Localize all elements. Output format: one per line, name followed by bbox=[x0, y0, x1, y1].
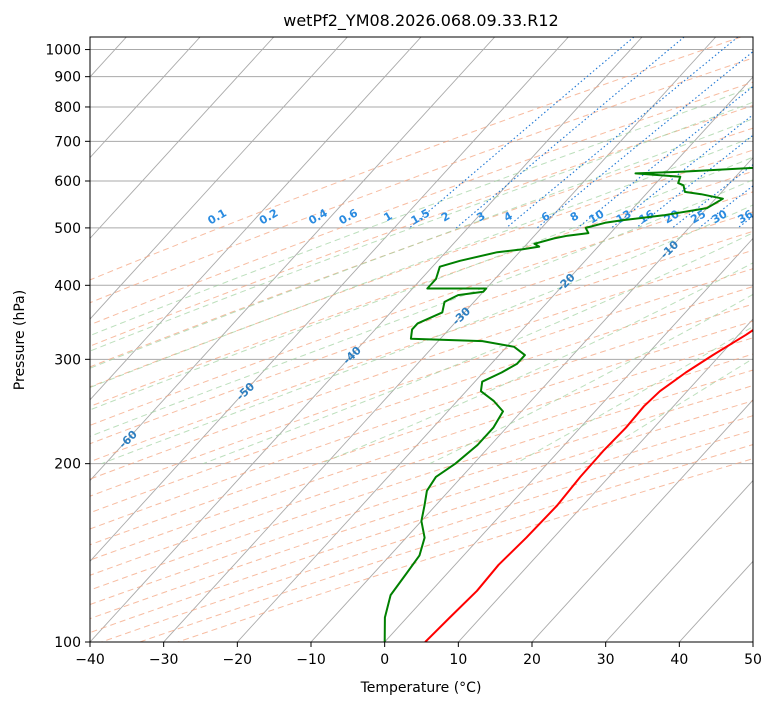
dry-adiabat-line bbox=[90, 211, 753, 445]
dry-adiabat-line bbox=[90, 353, 753, 576]
isotherm-line bbox=[90, 37, 422, 401]
isotherm-line bbox=[237, 76, 753, 642]
mixing-ratio-line bbox=[505, 37, 739, 229]
x-tick-label: 0 bbox=[380, 652, 389, 668]
dry-adiabat-line bbox=[90, 369, 753, 591]
dry-adiabat-line bbox=[90, 127, 753, 368]
moist-adiabat-line bbox=[90, 101, 753, 352]
moist-adiabat-line bbox=[429, 293, 753, 465]
isotherm-line bbox=[90, 37, 348, 320]
isotherm-line bbox=[531, 399, 753, 642]
isotherm-line bbox=[90, 37, 201, 159]
isotherm-line bbox=[90, 37, 569, 562]
mixing-ratio-line bbox=[409, 37, 635, 229]
dry-adiabat-line bbox=[90, 268, 753, 497]
dry-adiabat-line bbox=[90, 320, 753, 546]
mixing-ratio-line bbox=[536, 50, 753, 229]
y-tick-label: 900 bbox=[54, 70, 81, 86]
x-tick-label: −10 bbox=[296, 652, 326, 668]
dry-adiabat-line bbox=[90, 249, 753, 480]
dewpoint-profile-line bbox=[383, 166, 753, 642]
x-tick-label: 20 bbox=[523, 652, 541, 668]
y-tick-label: 300 bbox=[54, 352, 81, 368]
isotherm-line bbox=[90, 37, 275, 240]
moist-adiabat-line bbox=[90, 118, 753, 369]
plot-frame bbox=[89, 36, 754, 643]
x-tick-label: 40 bbox=[670, 652, 688, 668]
moist-adiabat-line bbox=[202, 232, 753, 465]
y-tick-label: 800 bbox=[54, 100, 81, 116]
y-tick-label: 1000 bbox=[45, 43, 81, 59]
isotherm-line bbox=[605, 479, 753, 642]
x-tick-label: −40 bbox=[75, 652, 105, 668]
isotherm-line bbox=[458, 318, 753, 642]
x-axis-label: Temperature (°C) bbox=[360, 680, 482, 696]
dry-adiabat-line bbox=[90, 37, 742, 281]
dry-adiabat-line bbox=[90, 149, 753, 388]
isotherm-line bbox=[384, 237, 753, 642]
moist-adiabat-line bbox=[90, 136, 753, 389]
mixing-ratio-line bbox=[455, 37, 685, 229]
y-tick-label: 200 bbox=[54, 457, 81, 473]
y-tick-label: 600 bbox=[54, 174, 81, 190]
x-tick-label: −30 bbox=[149, 652, 179, 668]
moist-adiabat-line bbox=[90, 86, 753, 337]
x-tick-label: 10 bbox=[449, 652, 467, 668]
dry-adiabat-line bbox=[90, 303, 753, 530]
x-tick-label: −20 bbox=[223, 652, 253, 668]
mixing-ratio-label: 36 bbox=[735, 207, 755, 226]
isotherm-line bbox=[90, 37, 643, 642]
profiles bbox=[383, 166, 753, 642]
mixing-ratio-line bbox=[611, 114, 753, 229]
y-axis-label: Pressure (hPa) bbox=[12, 290, 28, 390]
chart-title: wetPf2_YM08.2026.068.09.33.R12 bbox=[283, 11, 558, 31]
isotherm-line bbox=[90, 37, 496, 482]
mixing-ratio-line bbox=[577, 85, 753, 229]
mixing-ratio-line bbox=[672, 163, 753, 229]
y-tick-label: 100 bbox=[54, 635, 81, 651]
y-axis: 100 200 300 400 500 600 700 800 900 1000 bbox=[45, 43, 90, 651]
temperature-profile-line bbox=[424, 328, 753, 642]
x-axis: −40 −30 −20 −10 0 10 20 30 40 50 bbox=[75, 642, 762, 668]
y-tick-label: 700 bbox=[54, 134, 81, 150]
moist-adiabat-line bbox=[320, 262, 753, 465]
y-tick-label: 500 bbox=[54, 221, 81, 237]
dry-adiabat-line bbox=[90, 57, 753, 304]
y-tick-label: 400 bbox=[54, 278, 81, 294]
x-tick-label: 50 bbox=[744, 652, 762, 668]
x-tick-label: 30 bbox=[597, 652, 615, 668]
